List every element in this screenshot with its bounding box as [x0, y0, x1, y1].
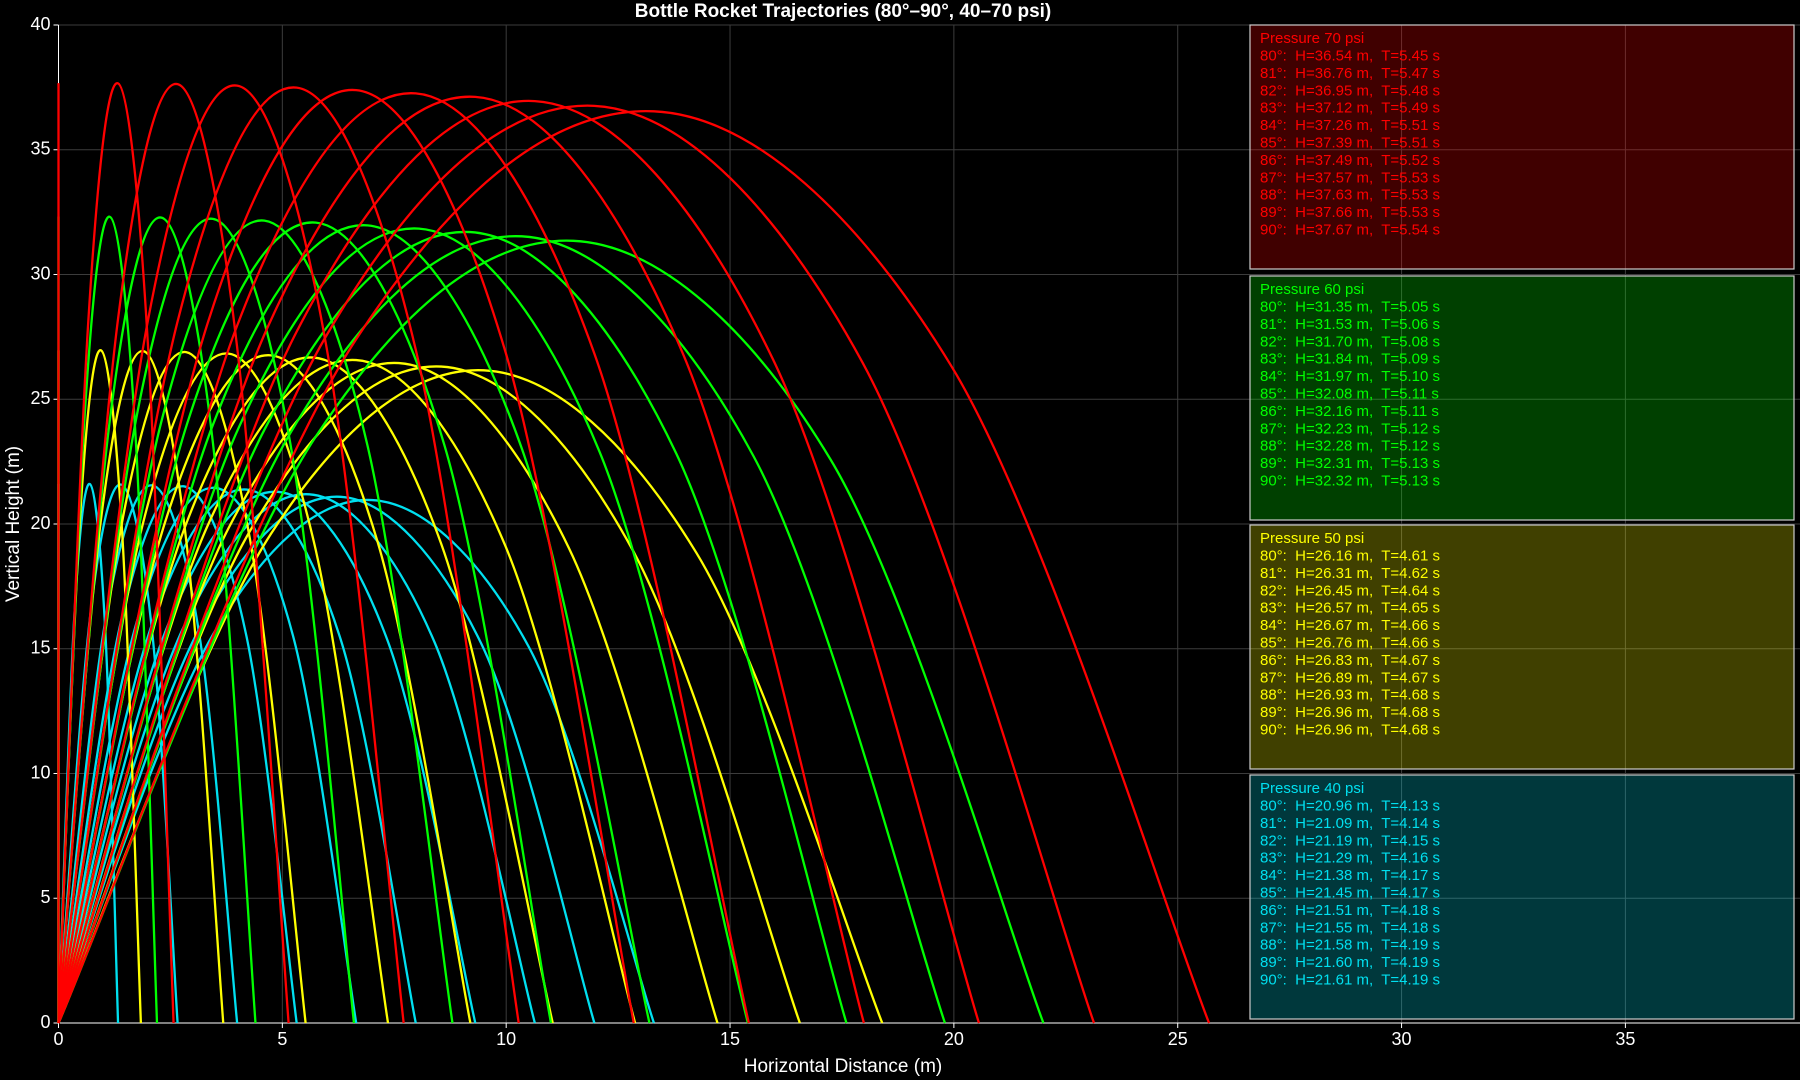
y-tick-label: 15: [30, 638, 50, 658]
legend-entry: 87°: H=37.57 m, T=5.53 s: [1260, 169, 1440, 186]
legend-panel: [1249, 774, 1795, 1020]
legend-entry: 82°: H=21.19 m, T=4.15 s: [1260, 832, 1440, 849]
trajectory-line: [57, 488, 417, 1024]
y-tick-label: 5: [40, 887, 50, 907]
legend-entry: 89°: H=26.96 m, T=4.68 s: [1260, 704, 1440, 721]
trajectory-line: [57, 110, 1211, 1024]
y-tick-label: 10: [30, 762, 50, 782]
legend-entry: 86°: H=21.51 m, T=4.18 s: [1260, 902, 1440, 919]
trajectory-line: [57, 227, 750, 1024]
legend-title: Pressure 50 psi: [1260, 530, 1364, 547]
legend-entry: 81°: H=21.09 m, T=4.14 s: [1260, 815, 1440, 832]
legend-entry: 88°: H=37.63 m, T=5.53 s: [1260, 187, 1440, 204]
legend-entry: 88°: H=26.93 m, T=4.68 s: [1260, 687, 1440, 704]
legend-entry: 89°: H=37.66 m, T=5.53 s: [1260, 204, 1440, 221]
chart-title: Bottle Rocket Trajectories (80°–90°, 40–…: [635, 1, 1052, 22]
trajectory-line: [57, 82, 175, 1024]
legend-entry: 82°: H=36.95 m, T=5.48 s: [1260, 82, 1440, 99]
legend-entry: 83°: H=37.12 m, T=5.49 s: [1260, 100, 1440, 117]
y-tick-label: 40: [30, 14, 50, 34]
legend-panel: [1249, 524, 1795, 770]
x-tick-label: 35: [1615, 1029, 1635, 1049]
trajectory-line: [57, 88, 635, 1024]
legend-entry: 84°: H=21.38 m, T=4.17 s: [1260, 867, 1440, 884]
legend-title: Pressure 70 psi: [1260, 30, 1364, 47]
legend-entry: 89°: H=32.31 m, T=5.13 s: [1260, 455, 1440, 472]
legend-entry: 85°: H=21.45 m, T=4.17 s: [1260, 884, 1440, 901]
legend-title: Pressure 40 psi: [1260, 780, 1364, 797]
legend-panel: [1249, 24, 1795, 270]
legend-entry: 82°: H=31.70 m, T=5.08 s: [1260, 333, 1440, 350]
trajectory-line: [57, 490, 477, 1024]
legend-entry: 84°: H=26.67 m, T=4.66 s: [1260, 617, 1440, 634]
y-tick-label: 25: [30, 388, 50, 408]
legend-entry: 80°: H=20.96 m, T=4.13 s: [1260, 797, 1440, 814]
legend-entry: 86°: H=32.16 m, T=5.11 s: [1260, 403, 1439, 420]
legend-title: Pressure 60 psi: [1260, 281, 1364, 298]
trajectory-line: [57, 95, 865, 1024]
y-tick-label: 0: [40, 1012, 50, 1032]
legend-entry: 85°: H=37.39 m, T=5.51 s: [1260, 134, 1440, 151]
legend-entry: 87°: H=32.23 m, T=5.12 s: [1260, 420, 1440, 437]
legend-entry: 86°: H=37.49 m, T=5.52 s: [1260, 152, 1440, 169]
legend-entry: 80°: H=31.35 m, T=5.05 s: [1260, 298, 1440, 315]
legend-entry: 90°: H=26.96 m, T=4.68 s: [1260, 721, 1440, 738]
trajectory-line: [57, 483, 179, 1024]
trajectory-line: [57, 235, 947, 1024]
x-tick-label: 30: [1392, 1029, 1412, 1049]
legend-entry: 87°: H=26.89 m, T=4.67 s: [1260, 669, 1440, 686]
trajectory-line: [57, 230, 848, 1024]
x-tick-label: 5: [277, 1029, 287, 1049]
y-tick-label: 30: [30, 263, 50, 283]
trajectory-line: [57, 82, 290, 1024]
legend-entry: 90°: H=21.61 m, T=4.19 s: [1260, 971, 1440, 988]
x-tick-label: 15: [720, 1029, 740, 1049]
legend-entry: 81°: H=31.53 m, T=5.06 s: [1260, 316, 1440, 333]
legend-entry: 90°: H=32.32 m, T=5.13 s: [1260, 472, 1440, 489]
legend-entry: 89°: H=21.60 m, T=4.19 s: [1260, 954, 1440, 971]
legend-entry: 81°: H=26.31 m, T=4.62 s: [1260, 565, 1440, 582]
trajectory-line: [57, 485, 298, 1024]
legend-entry: 80°: H=26.16 m, T=4.61 s: [1260, 547, 1440, 564]
legend-entry: 82°: H=26.45 m, T=4.64 s: [1260, 582, 1440, 599]
y-axis-label: Vertical Height (m): [3, 446, 24, 602]
legend-entry: 86°: H=26.83 m, T=4.67 s: [1260, 652, 1440, 669]
trajectory-line: [57, 92, 750, 1024]
x-tick-label: 10: [496, 1029, 516, 1049]
trajectory-line: [57, 493, 536, 1024]
x-tick-label: 25: [1168, 1029, 1188, 1049]
legend-panel: [1249, 275, 1795, 521]
trajectory-line: [57, 99, 981, 1024]
legend-entry: 83°: H=21.29 m, T=4.16 s: [1260, 850, 1440, 867]
x-tick-label: 0: [53, 1029, 63, 1049]
trajectory-line: [57, 239, 1045, 1024]
legend-entry: 81°: H=36.76 m, T=5.47 s: [1260, 65, 1440, 82]
x-tick-label: 20: [944, 1029, 964, 1049]
legend-entry: 80°: H=36.54 m, T=5.45 s: [1260, 47, 1440, 64]
legend-entry: 84°: H=37.26 m, T=5.51 s: [1260, 117, 1440, 134]
legend-entry: 88°: H=21.58 m, T=4.19 s: [1260, 937, 1440, 954]
trajectory-line: [57, 498, 656, 1024]
legend-entry: 90°: H=37.67 m, T=5.54 s: [1260, 221, 1440, 238]
legend-entry: 83°: H=26.57 m, T=4.65 s: [1260, 600, 1440, 617]
legend-entry: 87°: H=21.55 m, T=4.18 s: [1260, 919, 1440, 936]
x-axis-label: Horizontal Distance (m): [744, 1056, 943, 1077]
legend-entry: 85°: H=26.76 m, T=4.66 s: [1260, 634, 1440, 651]
y-tick-label: 35: [30, 139, 50, 159]
legend-entry: 85°: H=32.08 m, T=5.11 s: [1260, 385, 1439, 402]
legend-entry: 83°: H=31.84 m, T=5.09 s: [1260, 351, 1440, 368]
legend-entry: 88°: H=32.28 m, T=5.12 s: [1260, 438, 1440, 455]
y-tick-label: 20: [30, 513, 50, 533]
legend-entry: 84°: H=31.97 m, T=5.10 s: [1260, 368, 1440, 385]
trajectory-line: [57, 84, 405, 1024]
trajectory-line: [57, 104, 1096, 1024]
trajectory-line: [57, 86, 520, 1024]
